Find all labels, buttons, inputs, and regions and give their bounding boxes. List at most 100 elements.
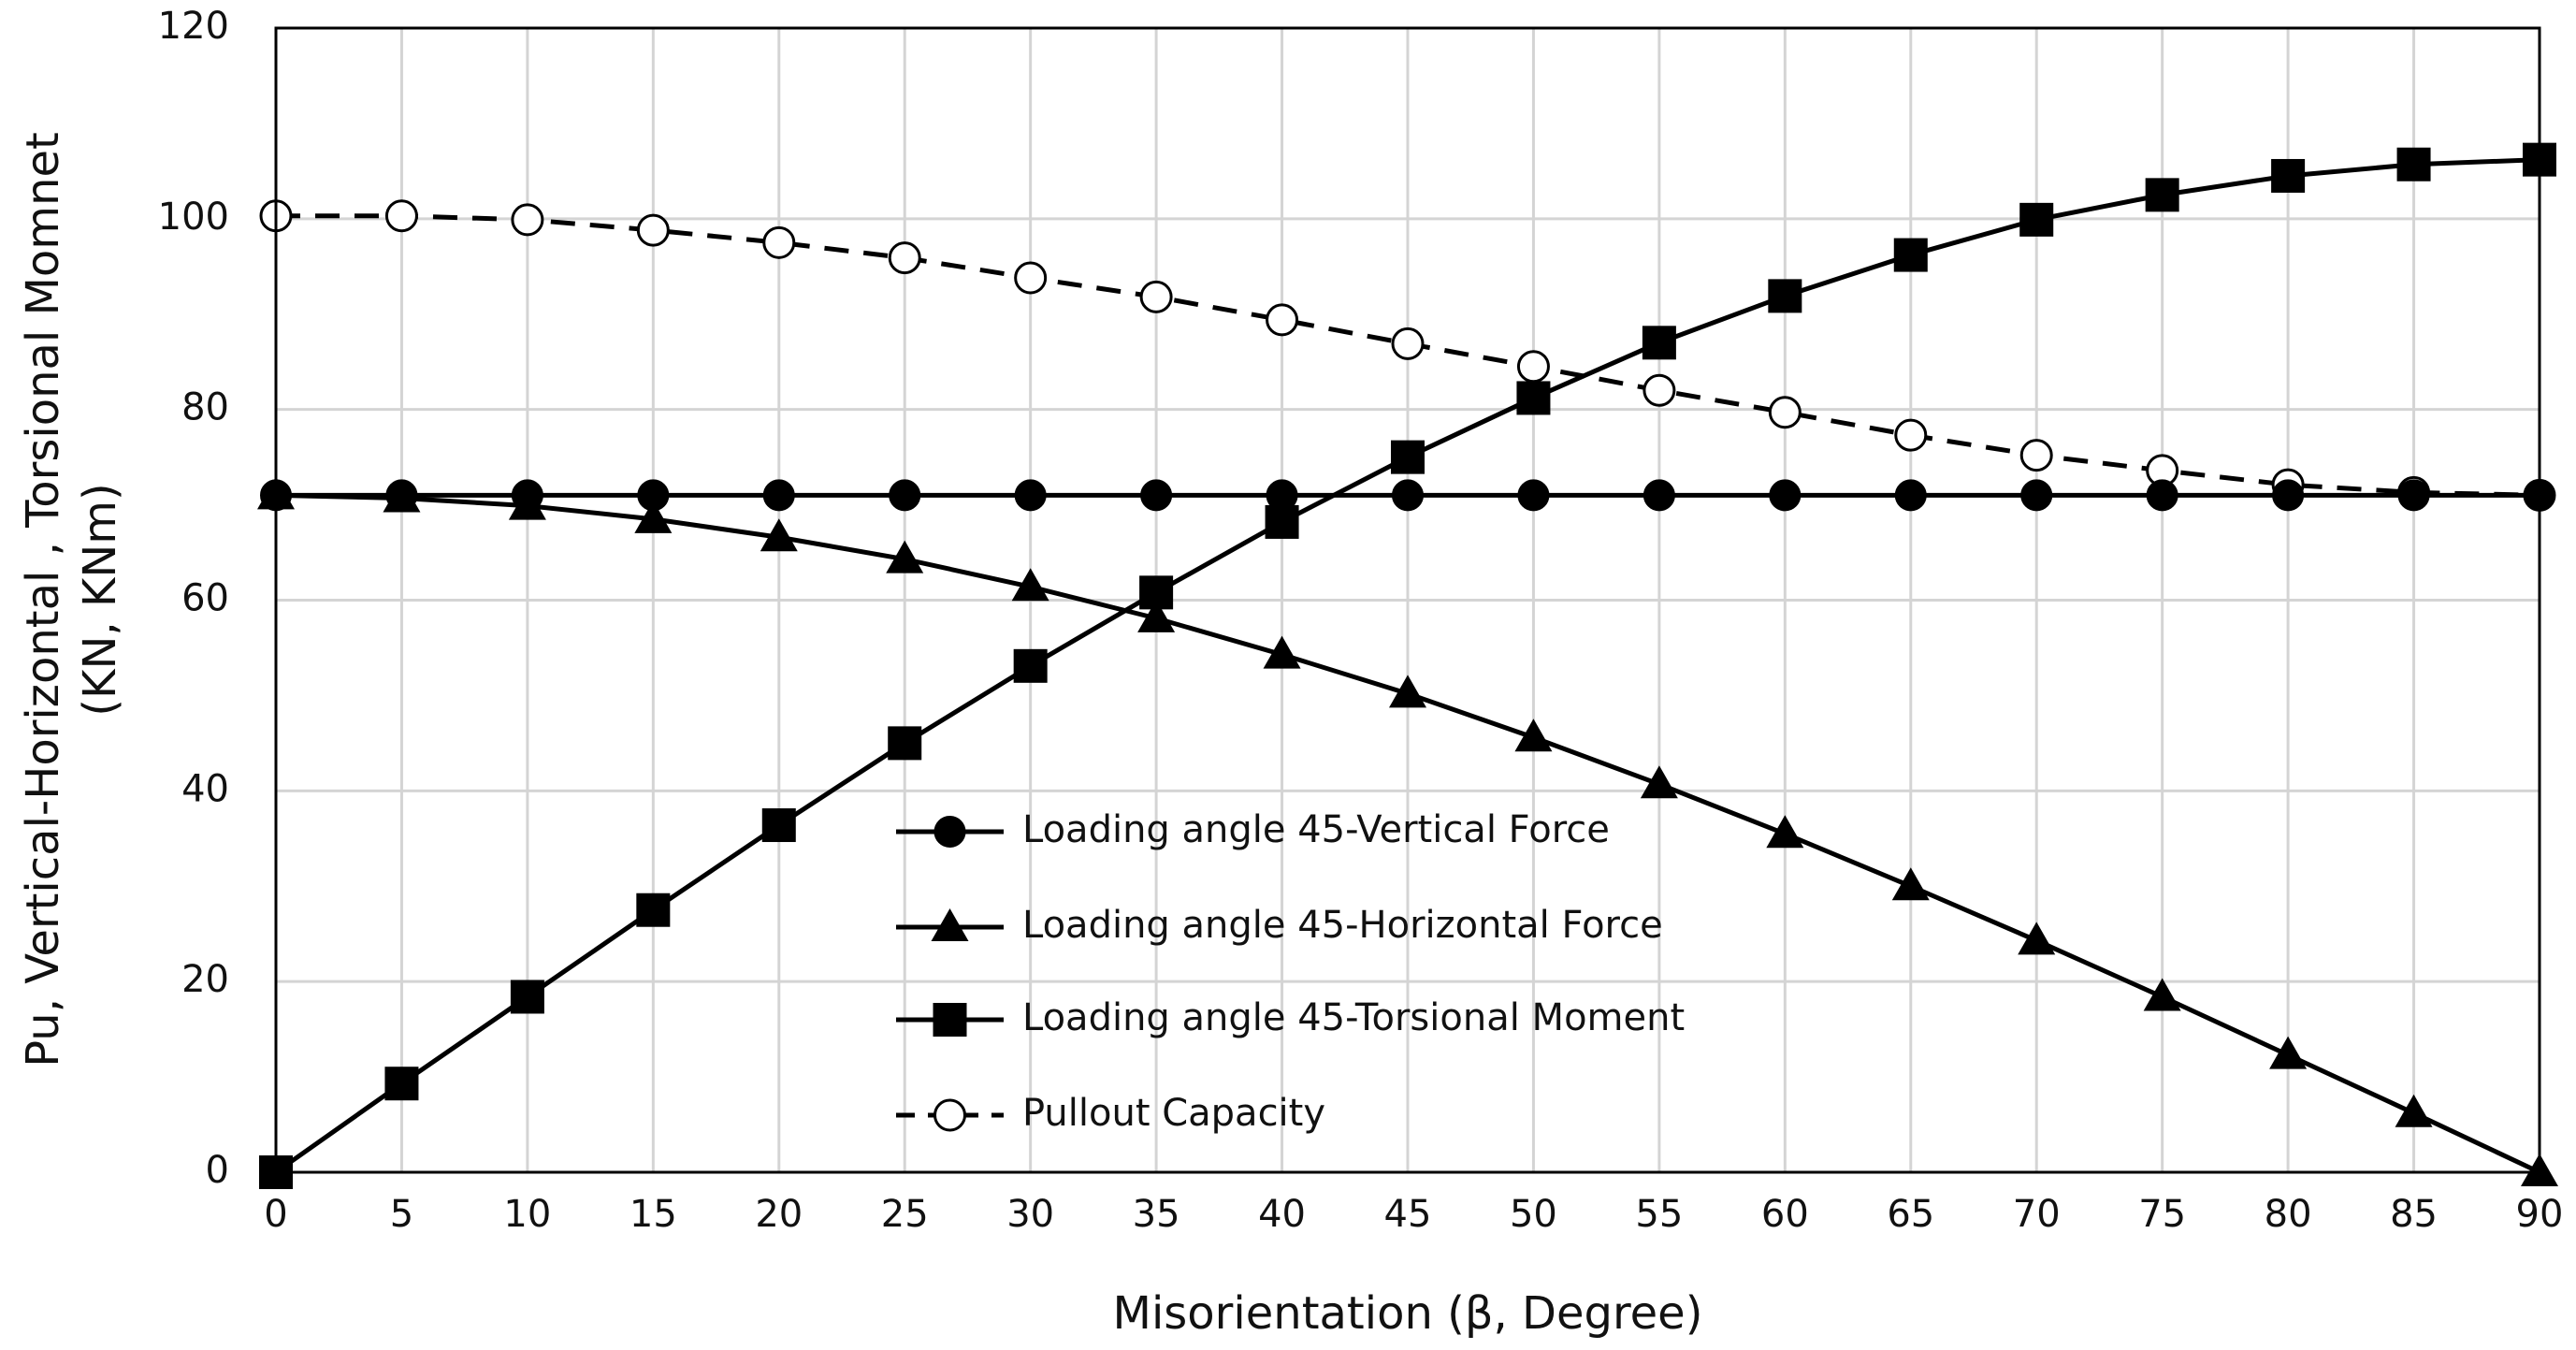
legend-swatch-torsional-moment: [896, 1003, 1004, 1037]
legend-marker-2: [933, 1003, 967, 1037]
legend-label-pullout-capacity: Pullout Capacity: [1022, 1092, 1325, 1135]
x-tick-label-85: 85: [2390, 1193, 2438, 1236]
series-3-point-20: [762, 225, 796, 259]
series-1-point-50: [1514, 719, 1553, 752]
plot-frame: [274, 26, 2541, 1174]
series-1-point-45: [1389, 675, 1426, 708]
series-1-point-35: [1137, 599, 1176, 632]
series-3-point-65: [1894, 418, 1928, 452]
y-tick-label-100: 100: [158, 196, 229, 239]
series-2-point-20: [761, 808, 796, 843]
series-3-point-35: [1139, 280, 1173, 313]
series-1-point-80: [2269, 1036, 2308, 1069]
legend-item-pullout-capacity: Pullout Capacity: [896, 1092, 1325, 1135]
y-tick-label-60: 60: [181, 577, 229, 620]
series-1-point-40: [1263, 635, 1301, 669]
series-0-point-35: [1140, 479, 1173, 512]
series-0-point-55: [1643, 479, 1675, 512]
series-2-point-30: [1013, 648, 1048, 683]
x-tick-label-80: 80: [2265, 1193, 2312, 1236]
series-3-point-60: [1768, 396, 1802, 429]
series-0-point-25: [889, 479, 921, 512]
series-2-point-80: [2271, 158, 2306, 193]
series-2-point-60: [1768, 279, 1802, 313]
x-tick-label-70: 70: [2013, 1193, 2061, 1236]
series-2-point-45: [1391, 440, 1425, 474]
x-tick-label-65: 65: [1887, 1193, 1934, 1236]
x-tick-label-5: 5: [390, 1193, 413, 1236]
series-1-point-65: [1891, 867, 1930, 901]
series-0-point-45: [1392, 479, 1424, 512]
x-tick-label-10: 10: [503, 1193, 551, 1236]
legend-label-horizontal-force: Loading angle 45-Horizontal Force: [1022, 904, 1663, 947]
series-2-point-25: [888, 726, 922, 761]
series-3-point-50: [1516, 350, 1550, 384]
series-0-point-75: [2146, 479, 2178, 512]
y-tick-label-80: 80: [181, 386, 229, 429]
x-axis-title: Misorientation (β, Degree): [1113, 1287, 1703, 1340]
legend-marker-1: [931, 908, 969, 941]
series-1-point-55: [1640, 765, 1678, 799]
series-1-point-15: [634, 500, 673, 533]
series-0-point-80: [2272, 479, 2305, 512]
series-0-point-20: [762, 479, 795, 512]
series-1-point-60: [1766, 815, 1804, 849]
y-axis-title-line-1: Pu, Vertical-Horizontal , Torsional Momn…: [17, 132, 69, 1067]
legend-marker-0: [933, 816, 966, 848]
series-3-point-40: [1266, 303, 1299, 337]
series-2-point-65: [1893, 238, 1928, 272]
series-0: [260, 479, 2555, 512]
series-1-point-5: [383, 479, 421, 513]
series-3-point-25: [888, 241, 921, 275]
x-tick-label-90: 90: [2516, 1193, 2564, 1236]
x-tick-label-40: 40: [1258, 1193, 1306, 1236]
series-2-point-50: [1516, 381, 1551, 415]
series-2-point-40: [1265, 504, 1299, 539]
x-tick-label-45: 45: [1384, 1193, 1432, 1236]
series-layer: [257, 142, 2558, 1189]
x-tick-label-55: 55: [1635, 1193, 1683, 1236]
x-tick-label-75: 75: [2138, 1193, 2186, 1236]
series-0-point-30: [1014, 479, 1047, 512]
series-2-point-15: [636, 893, 671, 927]
y-axis-title-line-2: (KN, KNm): [74, 483, 126, 717]
series-2-point-10: [510, 980, 544, 1014]
series-1-point-85: [2395, 1094, 2433, 1127]
series-0-point-65: [1894, 479, 1927, 512]
x-tick-label-30: 30: [1006, 1193, 1054, 1236]
series-1: [257, 476, 2558, 1186]
x-tick-label-0: 0: [264, 1193, 287, 1236]
grid-layer: [274, 26, 2541, 1174]
legend-item-horizontal-force: Loading angle 45-Horizontal Force: [896, 904, 1663, 947]
x-tick-label-35: 35: [1133, 1193, 1180, 1236]
series-2: [259, 142, 2556, 1189]
series-3-point-45: [1391, 327, 1425, 360]
series-2-point-5: [384, 1067, 419, 1101]
legend-swatch-horizontal-force: [896, 908, 1004, 941]
series-2-point-35: [1139, 575, 1174, 610]
y-tick-label-20: 20: [181, 958, 229, 1001]
series-2-point-85: [2396, 147, 2431, 181]
series-3-point-55: [1643, 373, 1676, 407]
series-3-point-30: [1014, 261, 1048, 295]
series-3-point-70: [2019, 439, 2053, 472]
x-tick-label-60: 60: [1761, 1193, 1809, 1236]
series-3-point-15: [636, 213, 670, 247]
series-0-point-50: [1517, 479, 1550, 512]
series-2-point-70: [2019, 202, 2054, 237]
y-tick-label-40: 40: [181, 767, 229, 810]
legend-marker-3: [933, 1098, 966, 1132]
x-tick-label-50: 50: [1510, 1193, 1557, 1236]
x-tick-label-20: 20: [755, 1193, 803, 1236]
series-1-point-20: [760, 518, 798, 552]
y-tick-label-120: 120: [158, 5, 229, 48]
legend-item-torsional-moment: Loading angle 45-Torsional Moment: [896, 996, 1685, 1039]
series-3-point-10: [511, 203, 544, 237]
legend-label-vertical-force: Loading angle 45-Vertical Force: [1022, 808, 1610, 851]
legend-item-vertical-force: Loading angle 45-Vertical Force: [896, 808, 1610, 851]
series-0-point-85: [2397, 479, 2430, 512]
series-3-point-5: [384, 199, 418, 233]
legend-swatch-pullout-capacity: [896, 1098, 1004, 1132]
series-1-point-70: [2018, 922, 2056, 955]
